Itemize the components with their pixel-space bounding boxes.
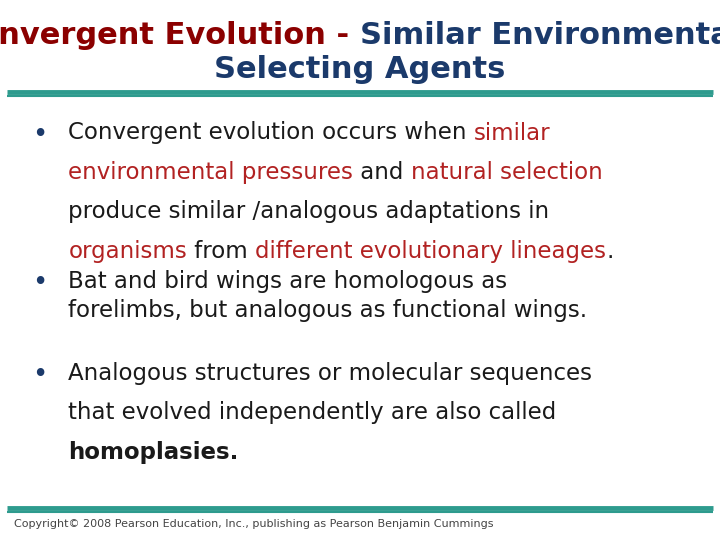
Text: Bat and bird wings are homologous as
forelimbs, but analogous as functional wing: Bat and bird wings are homologous as for… bbox=[68, 270, 588, 322]
Text: •: • bbox=[32, 270, 48, 296]
Text: •: • bbox=[32, 362, 48, 388]
Text: and: and bbox=[354, 161, 411, 184]
Text: Analogous structures or molecular sequences: Analogous structures or molecular sequen… bbox=[68, 362, 593, 385]
Text: that evolved independently are also called: that evolved independently are also call… bbox=[68, 401, 557, 424]
Text: environmental pressures: environmental pressures bbox=[68, 161, 354, 184]
Text: from: from bbox=[187, 240, 255, 263]
Text: Selecting Agents: Selecting Agents bbox=[215, 55, 505, 84]
Text: Convergent Evolution -: Convergent Evolution - bbox=[0, 21, 360, 50]
Text: Copyright© 2008 Pearson Education, Inc., publishing as Pearson Benjamin Cummings: Copyright© 2008 Pearson Education, Inc.,… bbox=[14, 519, 494, 530]
Text: Similar Environmental: Similar Environmental bbox=[360, 21, 720, 50]
Text: organisms: organisms bbox=[68, 240, 187, 263]
Text: homoplasies.: homoplasies. bbox=[68, 441, 239, 464]
Text: .: . bbox=[606, 240, 613, 263]
Text: Convergent evolution occurs when: Convergent evolution occurs when bbox=[68, 122, 474, 145]
Text: natural selection: natural selection bbox=[411, 161, 603, 184]
Text: similar: similar bbox=[474, 122, 551, 145]
Text: produce similar /analogous adaptations in: produce similar /analogous adaptations i… bbox=[68, 200, 549, 224]
Text: •: • bbox=[32, 122, 48, 147]
Text: different evolutionary lineages: different evolutionary lineages bbox=[255, 240, 606, 263]
